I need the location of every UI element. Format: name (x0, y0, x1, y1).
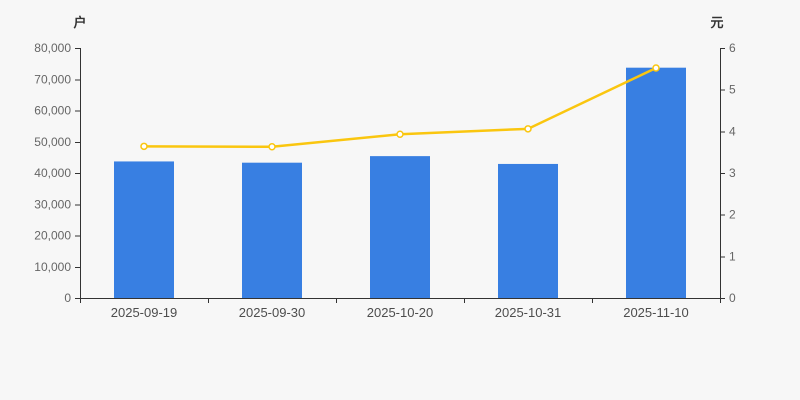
left-axis-tick-label: 50,000 (34, 135, 71, 149)
right-axis-tick-label: 0 (729, 291, 736, 305)
line-point-2025-11-10[interactable] (652, 64, 660, 72)
right-axis-tick-label: 4 (729, 124, 736, 138)
right-axis-tick-label: 2 (729, 208, 736, 222)
right-axis-unit-label: 元 (710, 15, 724, 30)
left-axis-tick-label: 60,000 (34, 104, 71, 118)
bar-2025-09-30[interactable] (242, 162, 302, 298)
left-axis-tick-label: 80,000 (34, 41, 71, 55)
x-axis-category-label: 2025-09-19 (111, 305, 178, 320)
bar-2025-10-31[interactable] (498, 163, 558, 298)
left-axis-tick-label: 40,000 (34, 166, 71, 180)
right-axis-tick-label: 6 (729, 41, 736, 55)
bar-2025-11-10[interactable] (626, 67, 686, 298)
x-axis-category-label: 2025-11-10 (623, 305, 689, 320)
left-axis-tick-label: 0 (64, 291, 71, 305)
line-point-2025-09-30[interactable] (268, 143, 276, 151)
right-axis-tick-label: 3 (729, 166, 736, 180)
right-axis-tick-label: 5 (729, 83, 736, 97)
left-axis-tick-label: 10,000 (34, 260, 71, 274)
x-axis-category-label: 2025-10-31 (495, 305, 562, 320)
left-axis-tick-label: 20,000 (34, 229, 71, 243)
line-point-2025-10-31[interactable] (524, 125, 532, 133)
bar-2025-10-20[interactable] (370, 156, 430, 298)
x-axis-category-label: 2025-10-20 (367, 305, 434, 320)
left-axis-tick-label: 70,000 (34, 72, 71, 86)
right-axis-tick-label: 1 (729, 249, 736, 263)
line-point-2025-09-19[interactable] (140, 142, 148, 151)
bar-2025-09-19[interactable] (114, 161, 174, 298)
left-axis-tick-label: 30,000 (34, 197, 71, 211)
line-point-2025-10-20[interactable] (396, 130, 404, 138)
left-axis-unit-label: 户 (73, 15, 87, 30)
x-axis-category-label: 2025-09-30 (239, 305, 306, 320)
